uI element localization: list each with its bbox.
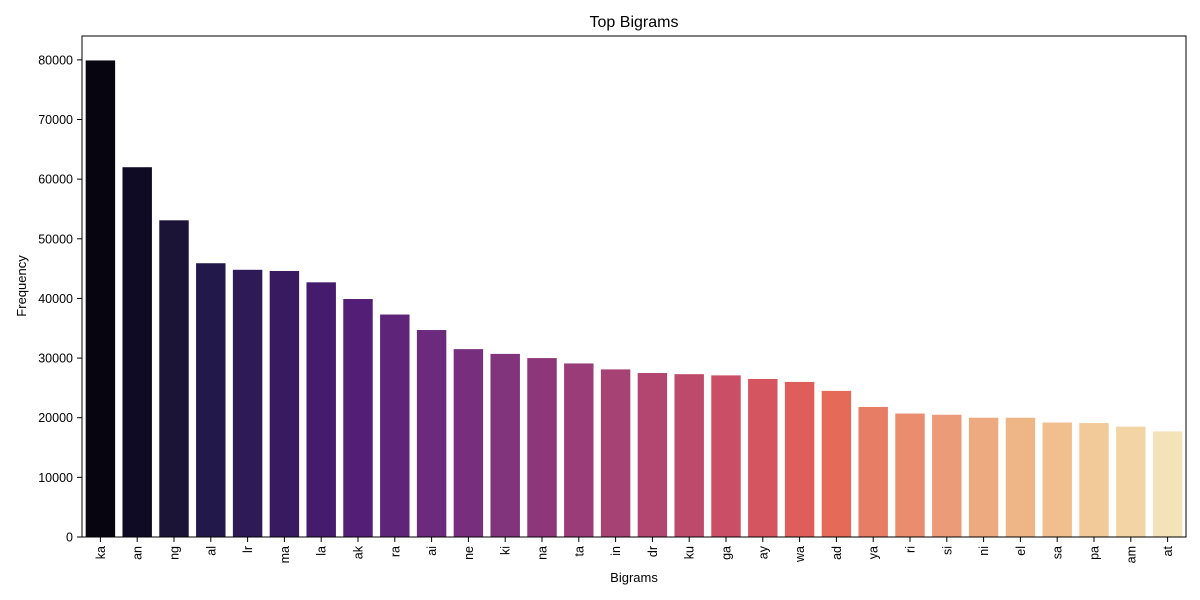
x-tick-label-na: na bbox=[536, 546, 550, 560]
bar-ga bbox=[711, 375, 741, 537]
bar-ri bbox=[895, 413, 925, 537]
x-tick-label-sa: sa bbox=[1051, 546, 1065, 559]
x-tick-label-el: el bbox=[1014, 546, 1028, 556]
bar-at bbox=[1152, 431, 1183, 537]
y-tick-label: 10000 bbox=[38, 471, 73, 485]
bars-group bbox=[85, 60, 1183, 537]
x-tick-label-si: si bbox=[940, 546, 954, 555]
x-tick-label-dr: dr bbox=[646, 546, 660, 557]
x-tick-label-ta: ta bbox=[572, 546, 586, 556]
bar-na bbox=[527, 358, 557, 537]
x-tick-label-ri: ri bbox=[904, 546, 918, 553]
bar-si bbox=[932, 414, 962, 537]
y-tick-label: 60000 bbox=[38, 173, 73, 187]
bar-ma bbox=[269, 270, 300, 537]
x-tick-label-am: am bbox=[1124, 546, 1138, 563]
bar-ai bbox=[416, 330, 447, 537]
x-tick-label-ad: ad bbox=[830, 546, 844, 560]
bar-ng bbox=[159, 220, 189, 537]
bar-lr bbox=[232, 269, 263, 537]
x-tick-label-ak: ak bbox=[352, 545, 366, 559]
y-tick-label: 20000 bbox=[38, 411, 73, 425]
bar-la bbox=[306, 282, 336, 537]
y-axis-label: Frequency bbox=[14, 255, 29, 317]
bar-sa bbox=[1042, 422, 1072, 537]
y-tick-label: 50000 bbox=[38, 232, 73, 246]
x-tick-label-at: at bbox=[1161, 545, 1175, 556]
bar-wa bbox=[784, 381, 815, 537]
x-tick-label-al: al bbox=[204, 546, 218, 556]
y-tick-label: 80000 bbox=[38, 53, 73, 67]
bar-pa bbox=[1079, 423, 1109, 537]
x-tick-label-ki: ki bbox=[499, 546, 513, 555]
x-axis: ka an ng al lr ma la ak ra ai ne ki na ta in dr ku ga ay wa… bbox=[94, 537, 1175, 563]
bar-el bbox=[1005, 417, 1036, 537]
bar-in bbox=[600, 369, 631, 537]
x-tick-label-pa: pa bbox=[1088, 546, 1102, 560]
x-tick-label-ka: ka bbox=[94, 546, 108, 559]
x-tick-label-la: la bbox=[315, 546, 329, 556]
x-tick-label-lr: lr bbox=[241, 546, 255, 553]
plot-frame bbox=[81, 35, 1187, 538]
x-tick-label-ma: ma bbox=[278, 546, 292, 563]
bar-ya bbox=[858, 406, 888, 537]
x-tick-label-ng: ng bbox=[168, 546, 182, 560]
bar-am bbox=[1116, 426, 1146, 537]
x-tick-label-ga: ga bbox=[720, 546, 734, 560]
bar-ne bbox=[453, 349, 484, 537]
x-axis-label: Bigrams bbox=[610, 570, 658, 585]
bar-dr bbox=[637, 372, 668, 537]
y-tick-label: 70000 bbox=[38, 113, 73, 127]
y-tick-label: 30000 bbox=[38, 352, 73, 366]
x-tick-label-ya: ya bbox=[867, 546, 881, 559]
x-tick-label-ra: ra bbox=[388, 546, 402, 557]
bar-ka bbox=[85, 60, 116, 537]
bar-ay bbox=[748, 378, 778, 537]
x-tick-label-in: in bbox=[609, 546, 623, 556]
x-tick-label-wa: wa bbox=[793, 546, 807, 563]
x-tick-label-ai: ai bbox=[425, 546, 439, 556]
bar-ad bbox=[821, 390, 852, 537]
x-tick-label-ne: ne bbox=[462, 546, 476, 560]
bar-ta bbox=[564, 363, 594, 537]
y-axis: 0 10000 20000 30000 40000 50000 60000 70000 8000… bbox=[38, 53, 82, 545]
bar-ku bbox=[674, 374, 704, 537]
bar-ki bbox=[490, 353, 520, 537]
bar-an bbox=[122, 167, 152, 537]
bar-ak bbox=[343, 299, 373, 537]
chart-title: Top Bigrams bbox=[590, 14, 679, 31]
bar-al bbox=[196, 263, 226, 537]
y-tick-label: 40000 bbox=[38, 292, 73, 306]
x-tick-label-ay: ay bbox=[756, 545, 770, 559]
bar-ni bbox=[968, 417, 999, 537]
y-tick-label: 0 bbox=[66, 531, 73, 545]
x-tick-label-ni: ni bbox=[977, 546, 991, 556]
x-tick-label-an: an bbox=[131, 546, 145, 560]
bar-ra bbox=[380, 314, 410, 537]
x-tick-label-ku: ku bbox=[683, 546, 697, 559]
